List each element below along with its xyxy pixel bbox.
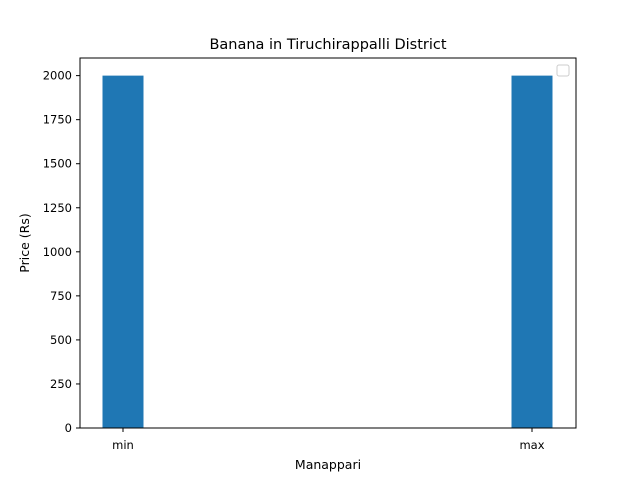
y-tick-label: 1750	[43, 113, 72, 127]
axes-frame	[79, 57, 577, 429]
y-tick-label: 0	[65, 421, 72, 435]
y-tick-label: 1250	[43, 201, 72, 215]
y-tick-label: 500	[50, 333, 72, 347]
x-tick-label: max	[519, 438, 544, 452]
x-axis-label: Manappari	[295, 457, 361, 472]
x-tick-label: min	[112, 438, 134, 452]
bar-max	[511, 75, 553, 428]
bar-min	[102, 75, 144, 428]
y-axis-label: Price (Rs)	[17, 213, 32, 272]
y-tick-label: 2000	[43, 69, 72, 83]
y-tick-label: 750	[50, 289, 72, 303]
legend-box	[556, 64, 570, 77]
y-tick-label: 250	[50, 377, 72, 391]
bars-layer	[102, 75, 553, 428]
x-axis-ticks: min max	[112, 428, 545, 452]
y-axis-ticks: 0 250 500 750 1000 1250 1500 1750 2000	[43, 69, 80, 435]
y-tick-label: 1000	[43, 245, 72, 259]
chart-title: Banana in Tiruchirappalli District	[209, 37, 446, 53]
y-tick-label: 1500	[43, 157, 72, 171]
